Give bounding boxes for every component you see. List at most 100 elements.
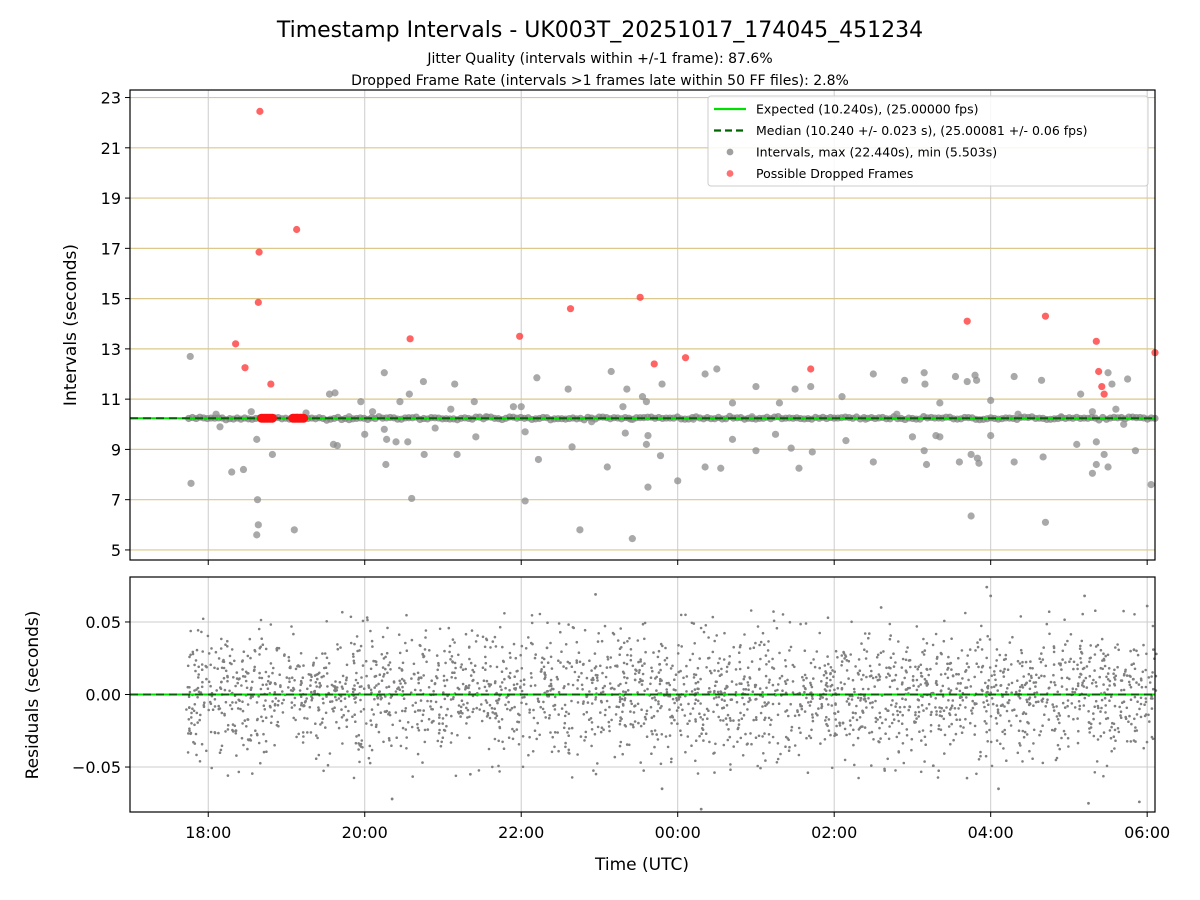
residual-point <box>669 760 673 764</box>
residual-point <box>900 722 904 725</box>
residual-point <box>500 718 504 721</box>
residual-point <box>1008 641 1012 644</box>
residual-point <box>694 673 698 677</box>
interval-point-45 <box>534 455 543 464</box>
residual-point <box>1088 731 1091 734</box>
residual-point <box>992 685 996 689</box>
residual-point <box>917 705 920 709</box>
residual-point <box>388 739 391 742</box>
residual-point <box>698 712 701 715</box>
residual-point <box>328 752 332 755</box>
residual-point <box>582 713 586 716</box>
residual-point <box>191 707 194 710</box>
residual-point <box>257 695 261 698</box>
residual-point <box>553 731 557 734</box>
residual-point <box>950 706 953 710</box>
residual-point <box>639 678 642 681</box>
residual-point <box>833 688 836 692</box>
residual-point <box>344 682 347 685</box>
residual-point <box>620 697 624 701</box>
residual-point <box>997 711 1000 715</box>
residual-point <box>787 714 790 718</box>
residual-point <box>859 696 863 700</box>
interval-point-25 <box>383 435 391 443</box>
residual-point <box>708 740 711 744</box>
residual-point <box>1023 683 1027 687</box>
residual-point <box>432 719 435 723</box>
residual-point <box>293 696 297 700</box>
residual-point <box>367 756 371 760</box>
residual-point <box>746 742 749 745</box>
residual-point <box>1081 681 1084 685</box>
residual-point <box>995 704 999 707</box>
interval-point-120 <box>1092 438 1100 446</box>
residual-point <box>892 665 896 668</box>
residual-point <box>322 701 325 705</box>
residual-point <box>985 695 988 698</box>
residual-point <box>496 701 499 705</box>
residual-point <box>1094 609 1097 612</box>
residual-point <box>707 709 710 712</box>
residual-point <box>514 656 518 660</box>
residual-point <box>986 740 989 743</box>
residual-point <box>436 668 440 672</box>
residual-point <box>1025 681 1028 685</box>
residual-point <box>293 679 296 682</box>
residual-point <box>946 668 949 671</box>
residual-point <box>643 689 646 693</box>
residual-point <box>226 723 230 727</box>
residual-point <box>1102 659 1106 662</box>
residual-point <box>419 699 423 702</box>
residual-point <box>793 744 797 747</box>
residual-point <box>960 731 964 734</box>
residual-point <box>894 661 897 664</box>
residual-point <box>723 631 726 635</box>
residual-point <box>737 719 741 722</box>
residual-point <box>1098 722 1102 725</box>
residual-point <box>543 672 546 676</box>
residual-point <box>700 732 703 735</box>
residual-point <box>763 701 766 704</box>
residual-point <box>327 662 331 665</box>
residual-point <box>578 660 582 664</box>
residual-point <box>1137 683 1141 686</box>
residual-point <box>340 708 343 711</box>
interval-point-23 <box>380 369 388 377</box>
residual-point <box>538 733 541 737</box>
residual-point <box>1099 734 1103 738</box>
residual-point <box>706 717 709 720</box>
residual-point <box>958 689 962 693</box>
residual-point <box>1084 676 1088 680</box>
residual-point <box>1092 717 1095 721</box>
residual-point <box>220 666 224 670</box>
residual-point <box>444 661 447 665</box>
residual-point <box>1096 704 1100 708</box>
residual-point <box>1067 745 1070 748</box>
residual-point <box>519 653 522 657</box>
residual-point <box>1055 715 1059 718</box>
interval-point-117 <box>1088 408 1097 416</box>
residual-point <box>1127 720 1130 723</box>
residual-point <box>1018 696 1022 700</box>
residual-point <box>1025 700 1029 704</box>
residual-point <box>931 643 935 647</box>
residual-point <box>498 726 502 730</box>
residual-point <box>915 625 919 628</box>
residual-point <box>543 711 546 714</box>
residual-point <box>453 671 456 674</box>
residual-point <box>416 726 420 730</box>
residual-point <box>213 698 217 701</box>
residual-point <box>590 678 593 682</box>
residual-point <box>428 649 431 652</box>
residual-point <box>944 672 947 676</box>
residual-point <box>190 722 193 725</box>
residual-point <box>728 655 731 658</box>
residual-point <box>272 666 275 670</box>
residual-point <box>292 686 295 690</box>
residual-point <box>1060 676 1064 680</box>
residual-point <box>264 670 268 674</box>
residual-point <box>435 676 439 680</box>
residual-point <box>910 737 914 741</box>
residual-point <box>418 709 422 712</box>
residual-point <box>197 690 201 694</box>
